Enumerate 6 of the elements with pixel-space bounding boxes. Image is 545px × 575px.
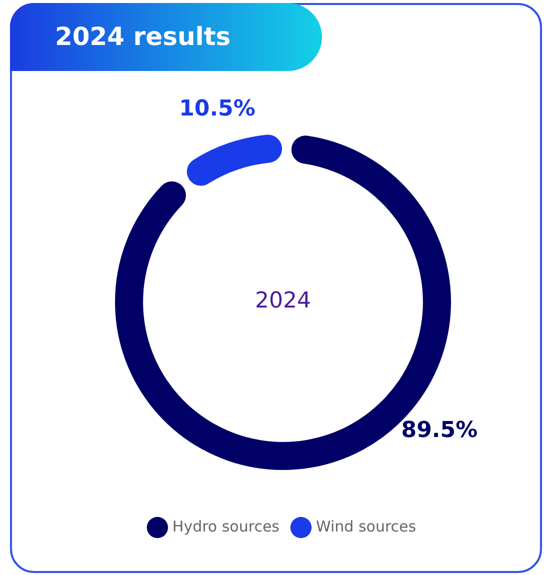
- legend-label: Hydro sources: [172, 517, 280, 536]
- data-label: 89.5%: [401, 418, 478, 444]
- text: 2024: [255, 288, 311, 314]
- legend-label: Wind sources: [316, 517, 416, 536]
- data-label: 10.5%: [179, 96, 256, 122]
- chart-title: 2024 results: [10, 3, 322, 71]
